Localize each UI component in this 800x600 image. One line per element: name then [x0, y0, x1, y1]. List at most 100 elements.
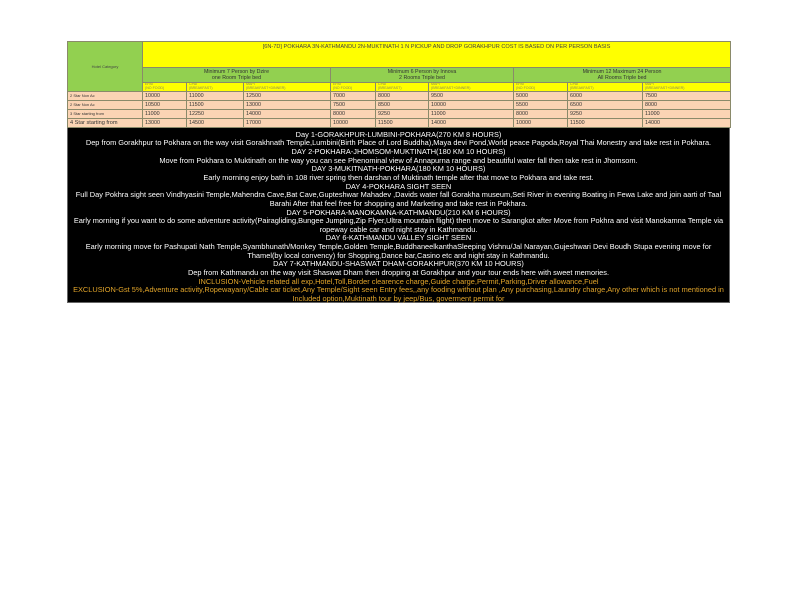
price-cell: 9500	[428, 90, 514, 101]
group-line2: 2 Rooms Triple bed	[399, 75, 445, 81]
plan-desc: (BREAKFAST+DINNER)	[431, 85, 471, 90]
hotel-category-header: Hotel Category	[67, 41, 143, 92]
price-cell: 12500	[243, 90, 331, 101]
day-heading: DAY 2-POKHARA-JHOMSOM-MUKTINATH(180 KM 1…	[291, 146, 506, 156]
price-cell: 14000	[243, 108, 331, 119]
day-heading: DAY 4-POKHARA SIGHT SEEN	[345, 181, 452, 191]
price-cell: 11500	[375, 117, 429, 128]
price-cell: 8000	[641, 99, 732, 110]
plan-code: CPAI	[570, 82, 579, 86]
exclusion-note: EXCLUSION-Gst 5%,Adventure activity,Rope…	[73, 285, 724, 304]
plan-header: EPAI (NO FOOD)	[513, 82, 568, 92]
itinerary: Day 1-GORAKHPUR-LUMBINI-POKHARA(270 KM 8…	[67, 127, 730, 304]
price-cell: 14500	[186, 117, 244, 128]
hotel-category: 2 Star Non Ac	[67, 99, 143, 110]
price-cell: 8500	[375, 99, 429, 110]
plan-desc: (NO FOOD)	[145, 85, 165, 90]
plan-header: CPAI (BREAKFAST)	[567, 82, 643, 92]
plan-header: EPAI (NO FOOD)	[142, 82, 187, 92]
day-description: Dep from Gorakhpur to Pokhara on the way…	[85, 138, 712, 148]
day-heading: DAY 3-MUKITNATH-POKHARA(180 KM 10 HOURS)	[311, 164, 486, 174]
price-cell: 13000	[142, 117, 187, 128]
day-heading: Day 1-GORAKHPUR-LUMBINI-POKHARA(270 KM 8…	[295, 129, 502, 139]
price-cell: 11000	[641, 108, 732, 119]
price-cell: 5000	[513, 90, 568, 101]
price-cell: 6000	[567, 90, 643, 101]
group-header: Minimum 6 Person by Innova 2 Rooms Triple…	[330, 67, 514, 83]
plan-code: MAPI	[246, 82, 255, 86]
price-cell: 7500	[330, 99, 376, 110]
price-cell: 5500	[513, 99, 568, 110]
price-cell: 13000	[243, 99, 331, 110]
day-description: Move from Pokhara to Muktinath on the wa…	[159, 155, 638, 165]
price-cell: 11500	[186, 99, 244, 110]
plan-desc: (BREAKFAST)	[378, 85, 402, 90]
group-line2: one Room Triple bed	[211, 75, 262, 81]
package-title: [6N-7D] POKHARA 3N-KATHMANDU 2N-MUKTINAT…	[141, 41, 732, 68]
table-row: 4 Star starting from 13000 14500 17000 10000…	[67, 117, 732, 128]
group-header: Minimum 12 Maximum 24 Person All Rooms Tr…	[512, 67, 732, 83]
group-line1: Minimum 6 Person by Innova	[387, 69, 457, 75]
plan-code: CPAI	[189, 82, 198, 86]
group-line1: Minimum 12 Maximum 24 Person	[582, 69, 662, 75]
plan-code: EPAI	[516, 82, 524, 86]
plan-code: MAPI	[645, 82, 654, 86]
plan-code: CPAI	[378, 82, 387, 86]
price-table: Hotel Category [6N-7D] POKHARA 3N-KATHMA…	[67, 41, 732, 128]
plan-desc: (BREAKFAST)	[189, 85, 213, 90]
price-cell: 12250	[186, 108, 244, 119]
plan-header: EPAI (NO FOOD)	[330, 82, 376, 92]
day-description: Early morning move for Pashupati Nath Te…	[85, 242, 712, 260]
table-row: 3 Star starting from 11000 12250 14000 8000 9…	[67, 108, 732, 119]
price-cell: 11000	[186, 90, 244, 101]
price-cell: 11000	[428, 108, 514, 119]
day-heading: DAY 6-KATHMANDU VALLEY SIGHT SEEN	[325, 233, 472, 243]
day-description: Early morning if you want to do some adv…	[73, 216, 724, 234]
group-line1: Minimum 7 Person by Dzire	[203, 69, 270, 75]
price-cell: 8000	[513, 108, 568, 119]
day-heading: DAY 7-KATHMANDU-SHASWAT DHAM-GORAKHPUR(3…	[273, 259, 524, 269]
plan-desc: (BREAKFAST+DINNER)	[246, 85, 286, 90]
group-header: Minimum 7 Person by Dzire one Room Triple…	[142, 67, 331, 83]
price-cell: 10500	[142, 99, 187, 110]
day-description: Full Day Pokhra sight seen Vindhyasini T…	[75, 190, 722, 208]
price-cell: 9250	[375, 108, 429, 119]
plan-header: MAPI (BREAKFAST+DINNER)	[641, 82, 732, 92]
tour-package-sheet: Hotel Category [6N-7D] POKHARA 3N-KATHMA…	[67, 41, 732, 304]
plan-code: EPAI	[333, 82, 341, 86]
price-cell: 8000	[330, 108, 376, 119]
group-line2: All Rooms Triple bed	[597, 75, 647, 81]
hotel-category: 3 Star starting from	[67, 108, 143, 119]
price-cell: 10000	[513, 117, 568, 128]
plan-header: CPAI (BREAKFAST)	[186, 82, 244, 92]
inclusion-note: INCLUSION-Vehicle related all exp,Hotel,…	[198, 276, 599, 286]
table-row: 2 Star Non Ac 10500 11500 13000 7500 8500 1000…	[67, 99, 732, 110]
table-row: 2 Star Non Ac 10000 11000 12500 7000 8000 9500…	[67, 90, 732, 101]
price-cell: 10000	[142, 90, 187, 101]
price-cell: 8000	[375, 90, 429, 101]
hotel-category: 2 Star Non Ac	[67, 90, 143, 101]
plan-code: EPAI	[145, 82, 153, 86]
price-cell: 10000	[428, 99, 514, 110]
plan-desc: (NO FOOD)	[333, 85, 353, 90]
price-cell: 6500	[567, 99, 643, 110]
plan-code: MAPI	[431, 82, 440, 86]
hotel-category: 4 Star starting from	[67, 117, 143, 128]
price-cell: 14000	[641, 117, 732, 128]
price-cell: 14000	[428, 117, 514, 128]
price-cell: 7500	[641, 90, 732, 101]
price-cell: 10000	[330, 117, 376, 128]
day-heading: DAY 5-POKHARA-MANOKAMNA-KATHMANDU(210 KM…	[286, 207, 511, 217]
price-cell: 11500	[567, 117, 643, 128]
plan-desc: (BREAKFAST+DINNER)	[645, 85, 685, 90]
plan-desc: (BREAKFAST)	[570, 85, 594, 90]
plan-desc: (NO FOOD)	[516, 85, 536, 90]
day-description: Dep from Kathmandu on the way visit Shas…	[187, 268, 610, 278]
price-cell: 17000	[243, 117, 331, 128]
price-cell: 9250	[567, 108, 643, 119]
price-cell: 7000	[330, 90, 376, 101]
day-description: Early morning enjoy bath in 108 river sp…	[203, 172, 594, 182]
plan-header: MAPI (BREAKFAST+DINNER)	[428, 82, 514, 92]
plan-header: CPAI (BREAKFAST)	[375, 82, 429, 92]
plan-header: MAPI (BREAKFAST+DINNER)	[243, 82, 331, 92]
